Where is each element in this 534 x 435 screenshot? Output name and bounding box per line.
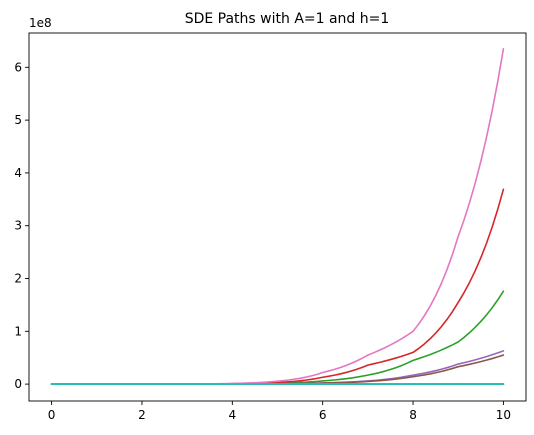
axes-frame xyxy=(28,32,527,402)
y-axis: 0 1 2 3 4 5 6 xyxy=(14,60,29,391)
x-tick-label: 0 xyxy=(48,408,56,422)
x-tick-label: 8 xyxy=(409,408,417,422)
y-tick-label: 2 xyxy=(14,272,22,286)
y-tick-label: 5 xyxy=(14,113,22,127)
x-tick-label: 6 xyxy=(319,408,327,422)
x-tick-label: 10 xyxy=(496,408,511,422)
series-line-3 xyxy=(50,188,505,385)
chart-title: SDE Paths with A=1 and h=1 xyxy=(185,11,390,27)
y-tick-label: 0 xyxy=(14,377,22,391)
x-tick-label: 2 xyxy=(138,408,146,422)
x-axis: 0 2 4 6 8 10 xyxy=(48,401,511,422)
y-tick-label: 1 xyxy=(14,324,22,338)
y-offset-label: 1e8 xyxy=(29,16,52,30)
series-layer xyxy=(50,48,505,385)
y-tick-label: 3 xyxy=(14,219,22,233)
series-line-5 xyxy=(50,354,505,385)
x-tick-label: 4 xyxy=(228,408,236,422)
y-tick-label: 4 xyxy=(14,166,22,180)
plot-area: 0 2 4 6 8 10 0 1 2 3 4 5 6 xyxy=(14,32,527,422)
y-tick-label: 6 xyxy=(14,60,22,74)
series-line-4 xyxy=(50,350,505,385)
